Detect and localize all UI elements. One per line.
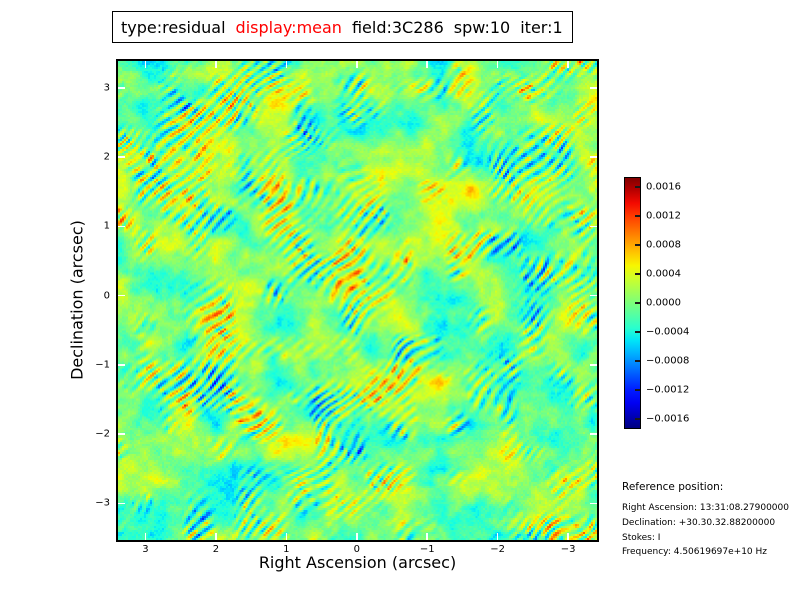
y-major-tick-right [590,87,597,89]
x-major-tick-top [567,61,569,68]
reference-frequency: Frequency: 4.50619697e+10 Hz [622,547,768,558]
y-major-tick-left [118,502,125,505]
x-major-tick-top [426,61,428,68]
colorbar-tick [635,389,640,391]
x-major-tick-top [356,61,358,68]
y-major-tick-left [118,225,125,228]
title-segment-field: field:3C286 [351,17,444,37]
residual-image-plot [116,59,599,542]
colorbar-tick [635,360,640,362]
reference-position-block: Reference position: Right Ascension: 13:… [622,481,798,560]
reference-heading: Reference position: [622,481,724,493]
x-major-tick-bottom [215,533,217,540]
y-tick-label: −3 [95,497,110,509]
colorbar-tick [635,215,640,217]
colorbar-tick-label: 0.0000 [646,297,681,309]
reference-declination: Declination: +30.30.32.88200000 [622,517,776,528]
x-tick-label: 1 [283,544,290,555]
y-major-tick-left [118,433,125,435]
x-tick-label: 3 [142,544,149,555]
title-segment-spw: spw:10 [453,17,511,37]
title-segment-type: type:residual [121,17,226,37]
y-major-tick-right [590,294,597,297]
x-major-tick-bottom [496,533,499,540]
x-major-tick-bottom [356,533,358,540]
colorbar: 0.0016 0.0012 0.0008 0.0004 0.0000 −0.0004 −0.… [624,177,800,431]
reference-right-ascension: Right Ascension: 13:31:08.27900000 [622,503,789,513]
y-major-tick-right [590,156,597,158]
x-major-tick-bottom [567,533,569,540]
x-major-tick-top [215,61,217,68]
colorbar-tick-label: −0.0012 [646,384,690,396]
y-major-tick-right [590,225,597,228]
title-segment-iter: iter:1 [520,17,563,37]
x-axis-label: Right Ascension (arcsec) [258,553,457,572]
residual-heatmap-canvas [118,61,597,540]
y-tick-label: −1 [95,359,110,371]
y-major-tick-left [118,87,125,89]
y-tick-label: 1 [103,220,110,232]
colorbar-tick-label: 0.0004 [646,268,681,280]
y-axis-label: Declination (arcsec) [67,220,87,380]
x-major-tick-top [144,61,147,68]
x-major-tick-top [496,61,499,68]
colorbar-tick-label: 0.0012 [646,210,681,222]
colorbar-tick [635,244,640,246]
reference-stokes: Stokes: I [622,532,661,543]
y-tick-label: 2 [103,151,110,163]
y-tick-label: 3 [103,82,110,94]
colorbar-tick-label: −0.0016 [646,413,690,425]
x-tick-label: 0 [353,544,360,555]
colorbar-tick-label: −0.0004 [646,326,690,338]
colorbar-gradient [624,177,641,429]
y-major-tick-right [590,502,597,505]
colorbar-tick-label: 0.0008 [646,239,681,251]
x-tick-label: 2 [212,544,220,555]
x-tick-label: −1 [419,544,435,555]
x-tick-label: −3 [560,544,576,555]
y-tick-label: 0 [103,290,110,302]
y-major-tick-left [118,156,125,158]
x-major-tick-top [285,61,288,68]
y-tick-label: −2 [95,428,110,440]
x-tick-label: −2 [490,544,506,555]
colorbar-tick [635,302,640,304]
x-major-tick-bottom [426,533,428,540]
y-major-tick-left [118,364,125,366]
colorbar-tick [635,186,640,188]
y-tick-labels: 3 2 1 0 −1 −2 −3 [68,61,110,540]
x-major-tick-bottom [144,533,147,540]
colorbar-tick [635,331,640,333]
x-tick-labels: 3 2 1 0 −1 −2 −3 [118,544,597,558]
colorbar-tick [635,418,640,420]
plot-title-box: type:residual display:mean field:3C286 s… [112,11,573,43]
title-segment-display: display:mean [235,17,342,37]
x-major-tick-bottom [285,533,288,540]
y-major-tick-left [118,294,125,297]
colorbar-tick-label: 0.0016 [646,181,681,193]
colorbar-tick [635,273,640,275]
y-major-tick-right [590,364,597,366]
y-major-tick-right [590,433,597,435]
colorbar-tick-label: −0.0008 [646,355,690,367]
